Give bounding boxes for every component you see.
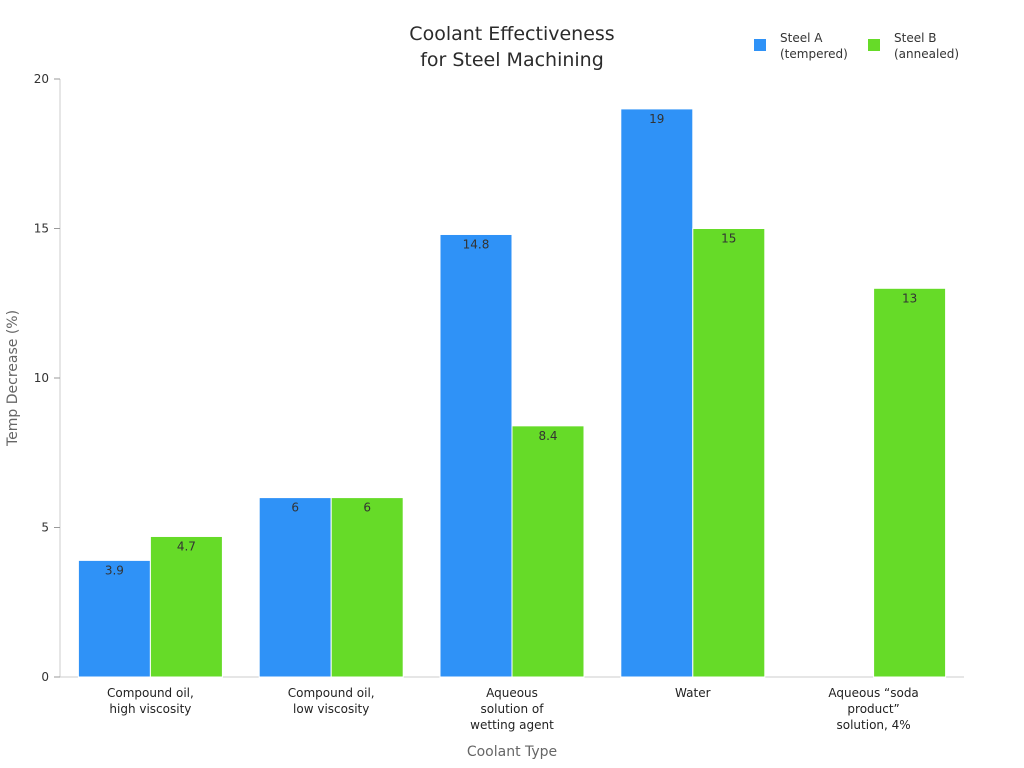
bar-value-label: 6	[363, 501, 371, 515]
bar-value-label: 19	[649, 112, 664, 126]
bars	[77, 108, 947, 678]
bar-series-0-cat-1	[258, 497, 332, 678]
x-category-label: solution of	[481, 702, 545, 716]
y-tick-label: 0	[41, 670, 49, 684]
legend-label-steel-b-line-1: Steel B	[894, 31, 936, 45]
bar-value-label: 4.7	[177, 539, 196, 553]
bar-series-1-cat-4	[873, 287, 947, 678]
bar-series-1-cat-2	[511, 425, 585, 678]
chart-title-line-1: Coolant Effectiveness	[409, 23, 614, 45]
x-category-label: wetting agent	[470, 718, 554, 732]
bar-value-label: 6	[291, 501, 299, 515]
x-category-label: solution, 4%	[837, 718, 911, 732]
y-tick-label: 5	[41, 521, 49, 535]
x-category-label: high viscosity	[109, 702, 191, 716]
x-category-label: Water	[675, 686, 711, 700]
chart-title-line-2: for Steel Machining	[420, 49, 604, 71]
x-category-label: low viscosity	[293, 702, 369, 716]
y-tick-label: 20	[34, 72, 49, 86]
legend-label-steel-b-line-2: (annealed)	[894, 47, 959, 61]
x-category-label: Compound oil,	[288, 686, 375, 700]
bar-series-0-cat-3	[620, 108, 694, 678]
legend-label-steel-a-line-1: Steel A	[780, 31, 823, 45]
bar-series-1-cat-3	[692, 228, 766, 678]
legend-swatch-steel-b	[868, 39, 880, 51]
x-category-label: Aqueous	[486, 686, 538, 700]
bar-series-1-cat-1	[330, 497, 404, 678]
x-category-label: Aqueous “soda	[828, 686, 918, 700]
x-category-label: Compound oil,	[107, 686, 194, 700]
x-axis-categories: Compound oil, high viscosity Compound oil,…	[107, 686, 919, 732]
bar-value-label: 13	[902, 291, 917, 305]
x-axis-title: Coolant Type	[467, 744, 557, 760]
bar-value-label: 15	[721, 232, 736, 246]
bar-value-label: 14.8	[463, 237, 490, 251]
bar-series-0-cat-2	[439, 233, 513, 678]
x-category-label: product”	[847, 702, 899, 716]
legend: Steel A (tempered) Steel B (annealed)	[754, 31, 959, 61]
y-axis-title: Temp Decrease (%)	[5, 310, 21, 447]
y-tick-label: 15	[34, 222, 49, 236]
bar-value-label: 8.4	[538, 429, 557, 443]
bar-series-0-cat-0	[77, 559, 151, 678]
y-tick-label: 10	[34, 371, 49, 385]
bar-series-1-cat-0	[149, 535, 223, 678]
bar-labels: 3.9 4.7 6 6 14.8 8.4 19 15 13	[105, 112, 917, 577]
legend-label-steel-a-line-2: (tempered)	[780, 47, 848, 61]
legend-swatch-steel-a	[754, 39, 766, 51]
y-axis-ticks: 0 5 10 15 20	[34, 72, 60, 684]
bar-value-label: 3.9	[105, 563, 124, 577]
